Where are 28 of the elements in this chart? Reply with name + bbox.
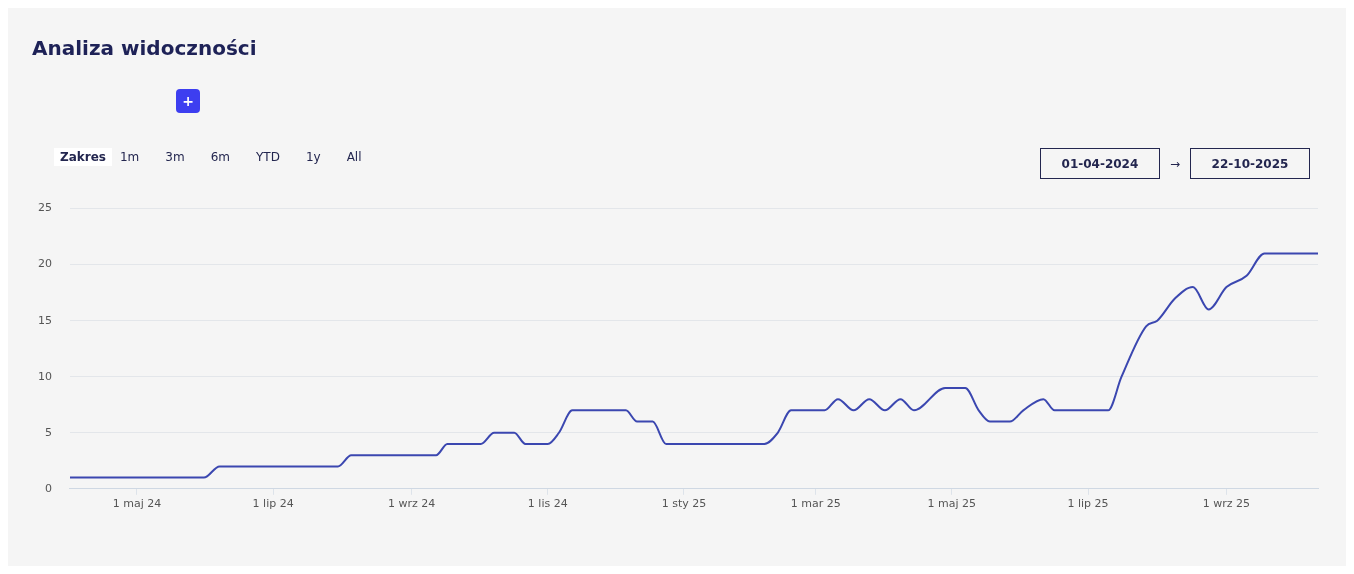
y-tick-label: 20 [38, 257, 52, 271]
x-tick-label: 1 lip 24 [252, 497, 294, 511]
x-tick-label: 1 lip 25 [1067, 497, 1109, 511]
x-tick-label: 1 lis 24 [527, 497, 568, 511]
text: 6m [209, 149, 231, 166]
text: YTD [254, 149, 281, 166]
x-tick-label: 1 maj 24 [112, 497, 162, 511]
x-tick-label: 1 wrz 25 [1202, 497, 1251, 511]
x-tick-label: 1 mar 25 [790, 497, 841, 511]
text: 1m [119, 149, 141, 166]
y-tick-label: 10 [38, 369, 52, 383]
x-tick-label: 1 wrz 24 [387, 497, 436, 511]
text: → [1169, 156, 1180, 171]
add-button: + [176, 89, 200, 113]
x-tick-label: 1 maj 25 [927, 497, 977, 511]
text: 3m [164, 149, 186, 166]
x-tick-label: 1 sty 25 [661, 497, 707, 511]
text: 22-10-2025 [1190, 148, 1310, 179]
y-tick-label: 5 [45, 425, 52, 439]
y-tick-label: 25 [38, 201, 52, 215]
y-tick-label: 15 [38, 313, 52, 327]
chart-title: Analiza widoczności [32, 36, 257, 60]
y-tick-label: 0 [45, 481, 52, 495]
text: All [345, 149, 363, 166]
text: Zakres [54, 148, 112, 166]
text: 1y [304, 149, 322, 166]
line-series [70, 252, 1318, 479]
text: 01-04-2024 [1039, 148, 1160, 179]
